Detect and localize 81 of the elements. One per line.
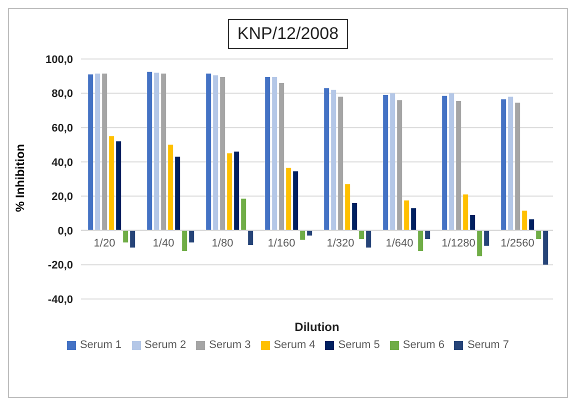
bar [397,100,402,230]
bar [109,136,114,230]
bar [359,230,364,239]
x-tick-label: 1/160 [268,237,296,250]
bar [300,230,306,240]
bar [130,230,136,248]
legend-label: Serum 6 [402,339,444,351]
bar [265,77,270,230]
bar [449,93,454,230]
x-axis-title: Dilution [294,320,340,334]
bar [484,230,490,246]
y-axis-title: % Inhibition [13,144,27,212]
bar [345,184,350,230]
y-tick-label: 40,0 [52,156,73,169]
bar [324,88,330,230]
bar [161,74,166,230]
bar [477,230,482,256]
bar [543,230,548,265]
bar [383,95,388,230]
bar [234,152,240,230]
bar [95,74,100,230]
bar [102,74,108,230]
bar [366,230,372,248]
bar [279,83,284,230]
bar [189,230,194,242]
bar [508,96,514,230]
x-tick-label: 1/20 [94,237,116,250]
bar [123,230,128,242]
bar [241,198,246,230]
bar [293,171,298,230]
bar [175,156,180,230]
chart-title: KNP/12/2008 [228,19,348,49]
y-tick-label: 0,0 [58,225,73,238]
bar [272,77,278,230]
bar [536,230,542,239]
bar [470,215,476,230]
bar [390,93,396,230]
bar [168,144,174,230]
bar [116,141,122,230]
legend-label: Serum 4 [274,339,316,351]
bar [338,96,344,230]
bar [154,72,160,230]
legend-label: Serum 3 [209,339,251,351]
bar [442,96,448,230]
bar [425,230,430,239]
bar [182,230,188,251]
y-tick-label: 80,0 [52,88,73,100]
bar [411,208,416,230]
bar [501,99,506,230]
bar [213,75,218,230]
bar [248,230,254,245]
bar [147,72,152,230]
x-tick-label: 1/2560 [500,237,534,250]
bar [456,101,462,230]
legend-label: Serum 5 [338,339,380,351]
y-tick-label: 100,0 [45,54,73,66]
bar [88,74,94,230]
bar [286,168,292,230]
legend-label: Serum 7 [467,339,510,351]
y-tick-label: 60,0 [52,122,73,134]
bar [463,194,468,230]
x-tick-label: 1/1280 [442,237,476,250]
bar [522,210,528,230]
x-tick-label: 1/80 [212,237,234,250]
y-tick-label: -40,0 [48,294,73,306]
bar [220,77,226,230]
bar [227,153,232,230]
bar [331,90,336,230]
bar [515,102,520,230]
bar [418,230,424,251]
bar [404,200,410,230]
x-tick-label: 1/320 [326,237,354,250]
bar [529,219,534,230]
y-tick-label: -20,0 [48,260,73,272]
bar [206,74,212,230]
x-tick-label: 1/40 [152,237,174,250]
bar [352,203,358,230]
legend-label: Serum 1 [80,339,122,351]
x-tick-label: 1/640 [386,237,414,250]
legend-label: Serum 2 [144,339,186,351]
y-tick-label: 20,0 [52,191,73,204]
